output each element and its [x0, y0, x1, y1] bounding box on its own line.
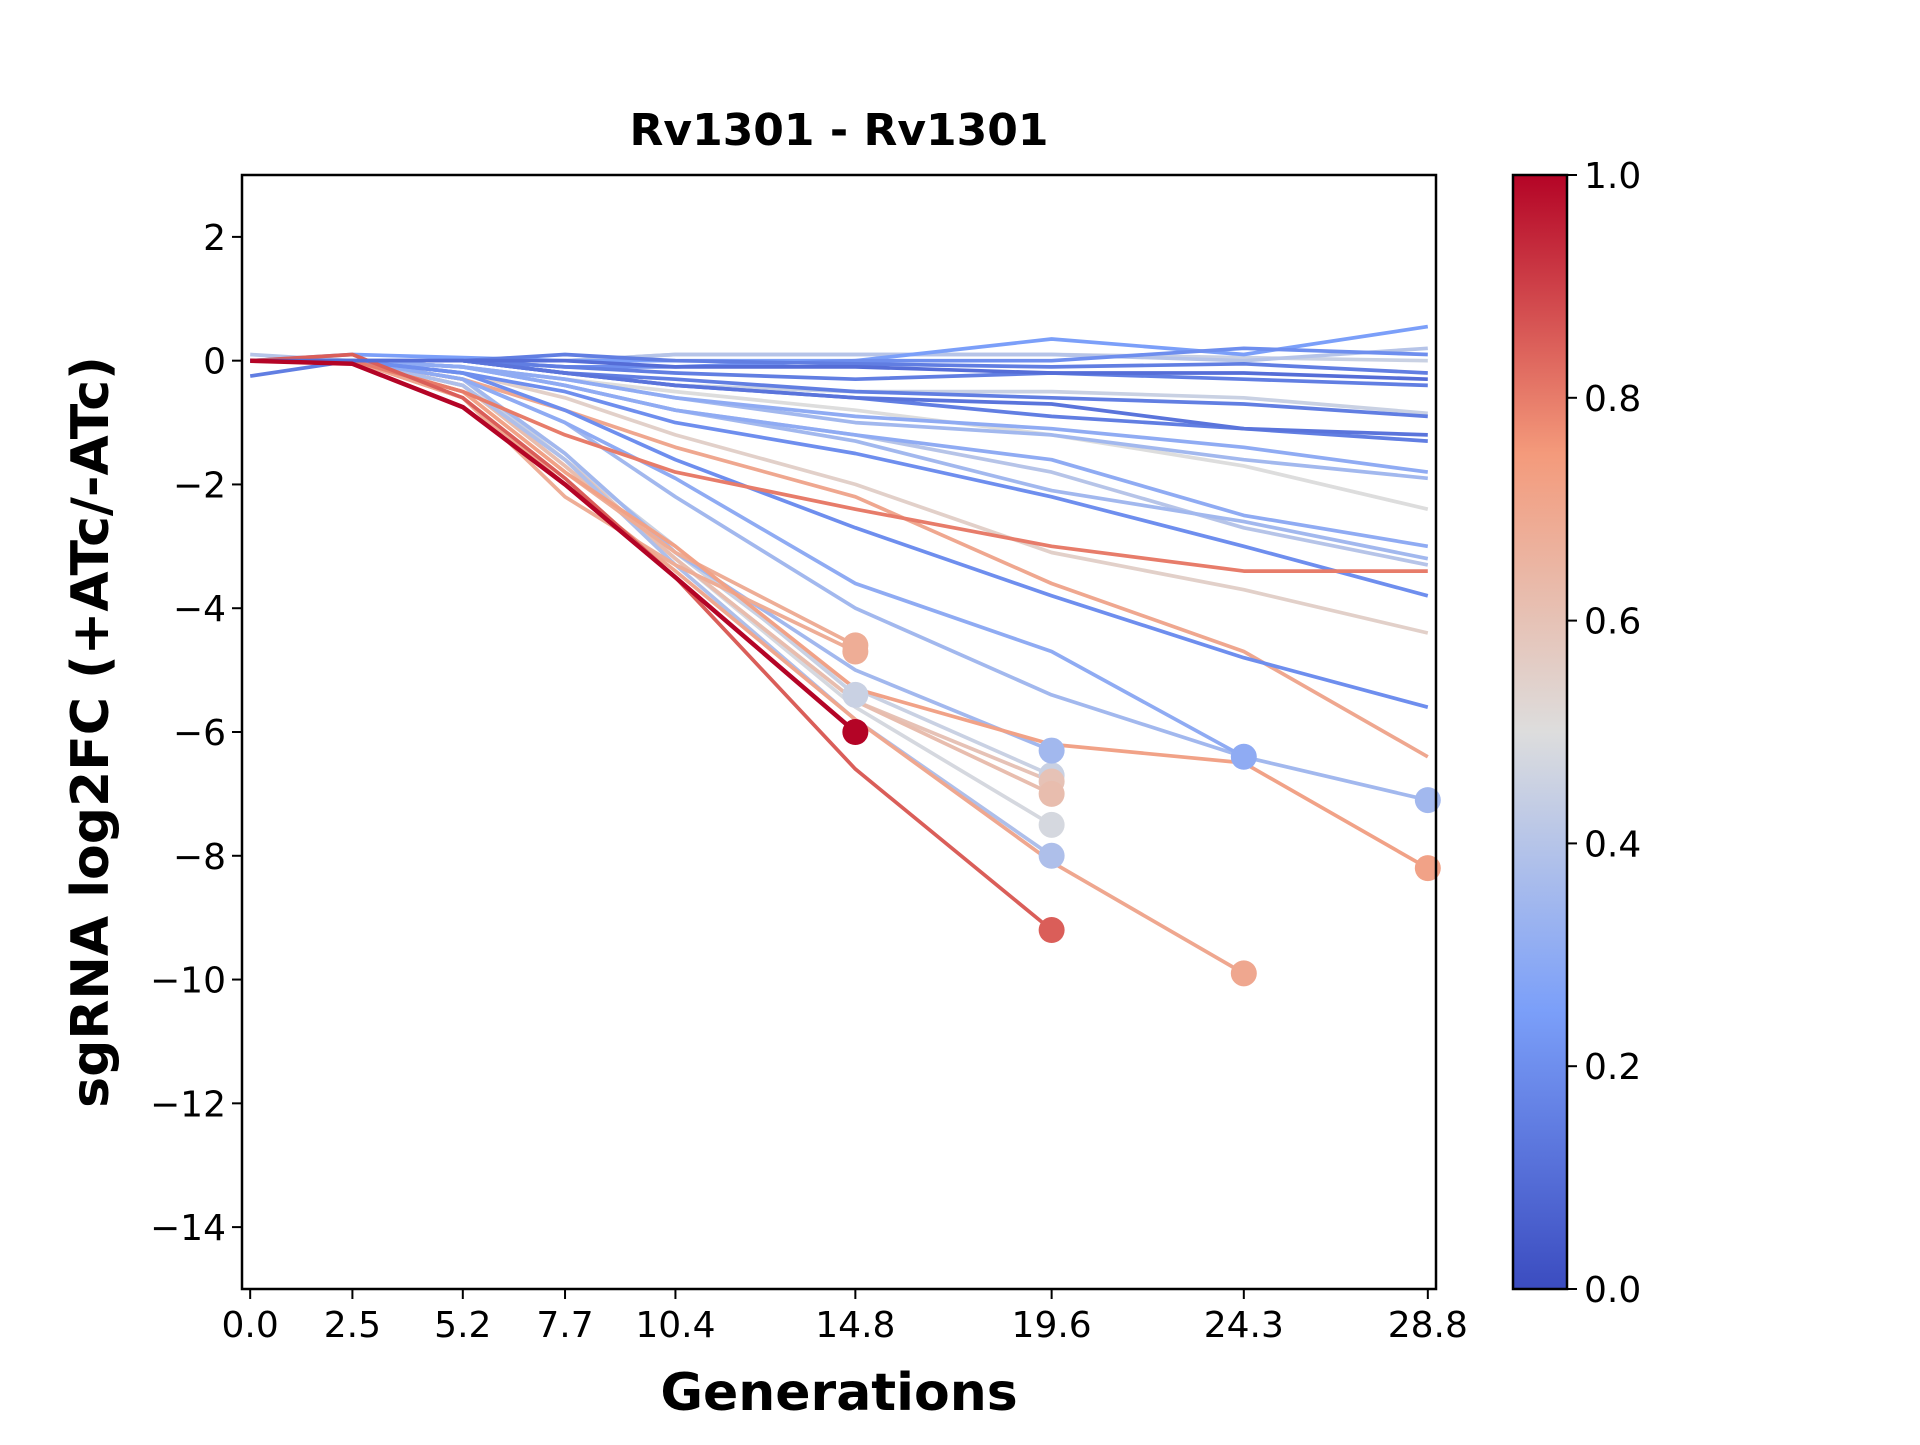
series-line	[250, 358, 857, 734]
series-end-marker	[1230, 743, 1257, 770]
x-tick-label: 10.4	[635, 1305, 715, 1346]
y-tick-label: −8	[173, 837, 226, 878]
series-line	[250, 358, 1428, 573]
y-tick-label: −2	[173, 465, 226, 506]
series-line	[250, 352, 1053, 932]
x-tick-label: 0.0	[222, 1305, 279, 1346]
series-end-marker	[1038, 917, 1065, 944]
series-end-marker	[1414, 855, 1441, 882]
series-end-marker	[1230, 960, 1257, 987]
series-line	[250, 358, 1429, 635]
colorbar-tick-label: 0.0	[1584, 1270, 1641, 1311]
series-line	[250, 358, 1429, 549]
plot-frame	[240, 173, 1438, 1291]
x-tick-label: 5.2	[434, 1305, 491, 1346]
y-tick-label: −14	[150, 1208, 226, 1249]
y-tick-label: 0	[203, 342, 226, 383]
colorbar-tick-label: 0.6	[1584, 602, 1641, 643]
y-tick-label: −6	[173, 713, 226, 754]
colorbar-tick-label: 0.2	[1584, 1047, 1641, 1088]
series-line	[250, 358, 1245, 976]
x-tick-label: 19.6	[1012, 1305, 1092, 1346]
y-axis-label: sgRNA log2FC (+ATc/-ATc)	[61, 356, 121, 1108]
series-end-marker	[842, 681, 869, 708]
series-line	[250, 358, 1053, 784]
x-tick-label: 2.5	[324, 1305, 381, 1346]
series-line	[250, 358, 1429, 802]
series-end-marker	[1038, 842, 1065, 869]
series-end-marker	[1038, 780, 1065, 807]
series-line	[250, 358, 857, 648]
chart-title: Rv1301 - Rv1301	[630, 105, 1049, 156]
x-tick-label: 24.3	[1204, 1305, 1284, 1346]
series-end-marker	[1038, 811, 1065, 838]
colorbar	[1511, 173, 1569, 1291]
x-tick-label: 28.8	[1388, 1305, 1468, 1346]
series-end-markers	[842, 632, 1441, 987]
series-end-marker	[842, 719, 869, 745]
y-tick-label: −4	[173, 589, 226, 630]
x-axis: 0.0 2.5 5.2 7.7 10.4 14.8 19.6 24.3 28.8	[222, 1289, 1468, 1346]
series-line	[250, 358, 1429, 709]
series-line	[250, 358, 1053, 827]
series-line	[250, 358, 1428, 382]
colorbar-tick-label: 1.0	[1584, 156, 1641, 197]
colorbar-tick-label: 0.4	[1584, 824, 1641, 865]
y-tick-label: −10	[150, 961, 226, 1002]
x-axis-label: Generations	[660, 1363, 1017, 1423]
y-tick-label: 2	[203, 218, 226, 259]
series-end-marker	[1038, 737, 1065, 764]
y-axis: 2 0 −2 −4 −6 −8 −10 −12 −14	[150, 218, 242, 1249]
y-tick-label: −12	[150, 1084, 226, 1125]
series-end-marker	[1414, 787, 1441, 814]
series-lines	[249, 324, 1429, 976]
colorbar-tick-label: 0.8	[1584, 379, 1641, 420]
x-tick-label: 14.8	[815, 1305, 895, 1346]
colorbar-axis: 0.0 0.2 0.4 0.6 0.8 1.0	[1567, 156, 1641, 1311]
series-end-marker	[842, 638, 869, 665]
x-tick-label: 7.7	[536, 1305, 593, 1346]
